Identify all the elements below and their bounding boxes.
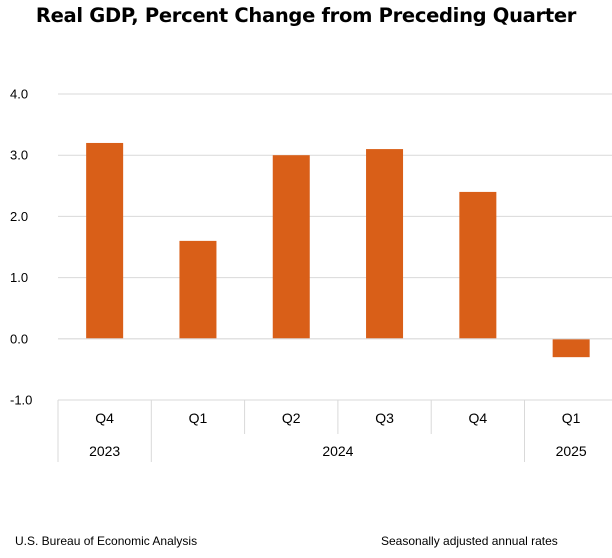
y-tick-label: 4.0 — [10, 87, 28, 102]
rate-note: Seasonally adjusted annual rates — [381, 534, 558, 548]
chart-title: Real GDP, Percent Change from Preceding … — [35, 4, 577, 27]
quarter-label: Q2 — [282, 410, 301, 426]
y-tick-label: -1.0 — [10, 393, 32, 408]
source-note: U.S. Bureau of Economic Analysis — [15, 534, 198, 548]
bar-6 — [552, 338, 590, 358]
quarter-label: Q1 — [562, 410, 581, 426]
year-label: 2023 — [89, 443, 120, 459]
bar-3 — [272, 155, 310, 339]
year-label: 2024 — [322, 443, 353, 459]
bar-1 — [86, 142, 124, 339]
y-tick-label: 2.0 — [10, 209, 28, 224]
y-tick-label: 1.0 — [10, 270, 28, 285]
bar-4 — [366, 149, 404, 339]
y-tick-label: 3.0 — [10, 148, 28, 163]
year-label: 2025 — [556, 443, 587, 459]
quarter-label: Q3 — [375, 410, 394, 426]
quarter-label: Q4 — [95, 410, 114, 426]
quarter-label: Q4 — [469, 410, 488, 426]
quarter-label: Q1 — [189, 410, 208, 426]
bar-5 — [459, 191, 497, 339]
bar-2 — [179, 240, 217, 339]
y-tick-label: 0.0 — [10, 331, 28, 346]
